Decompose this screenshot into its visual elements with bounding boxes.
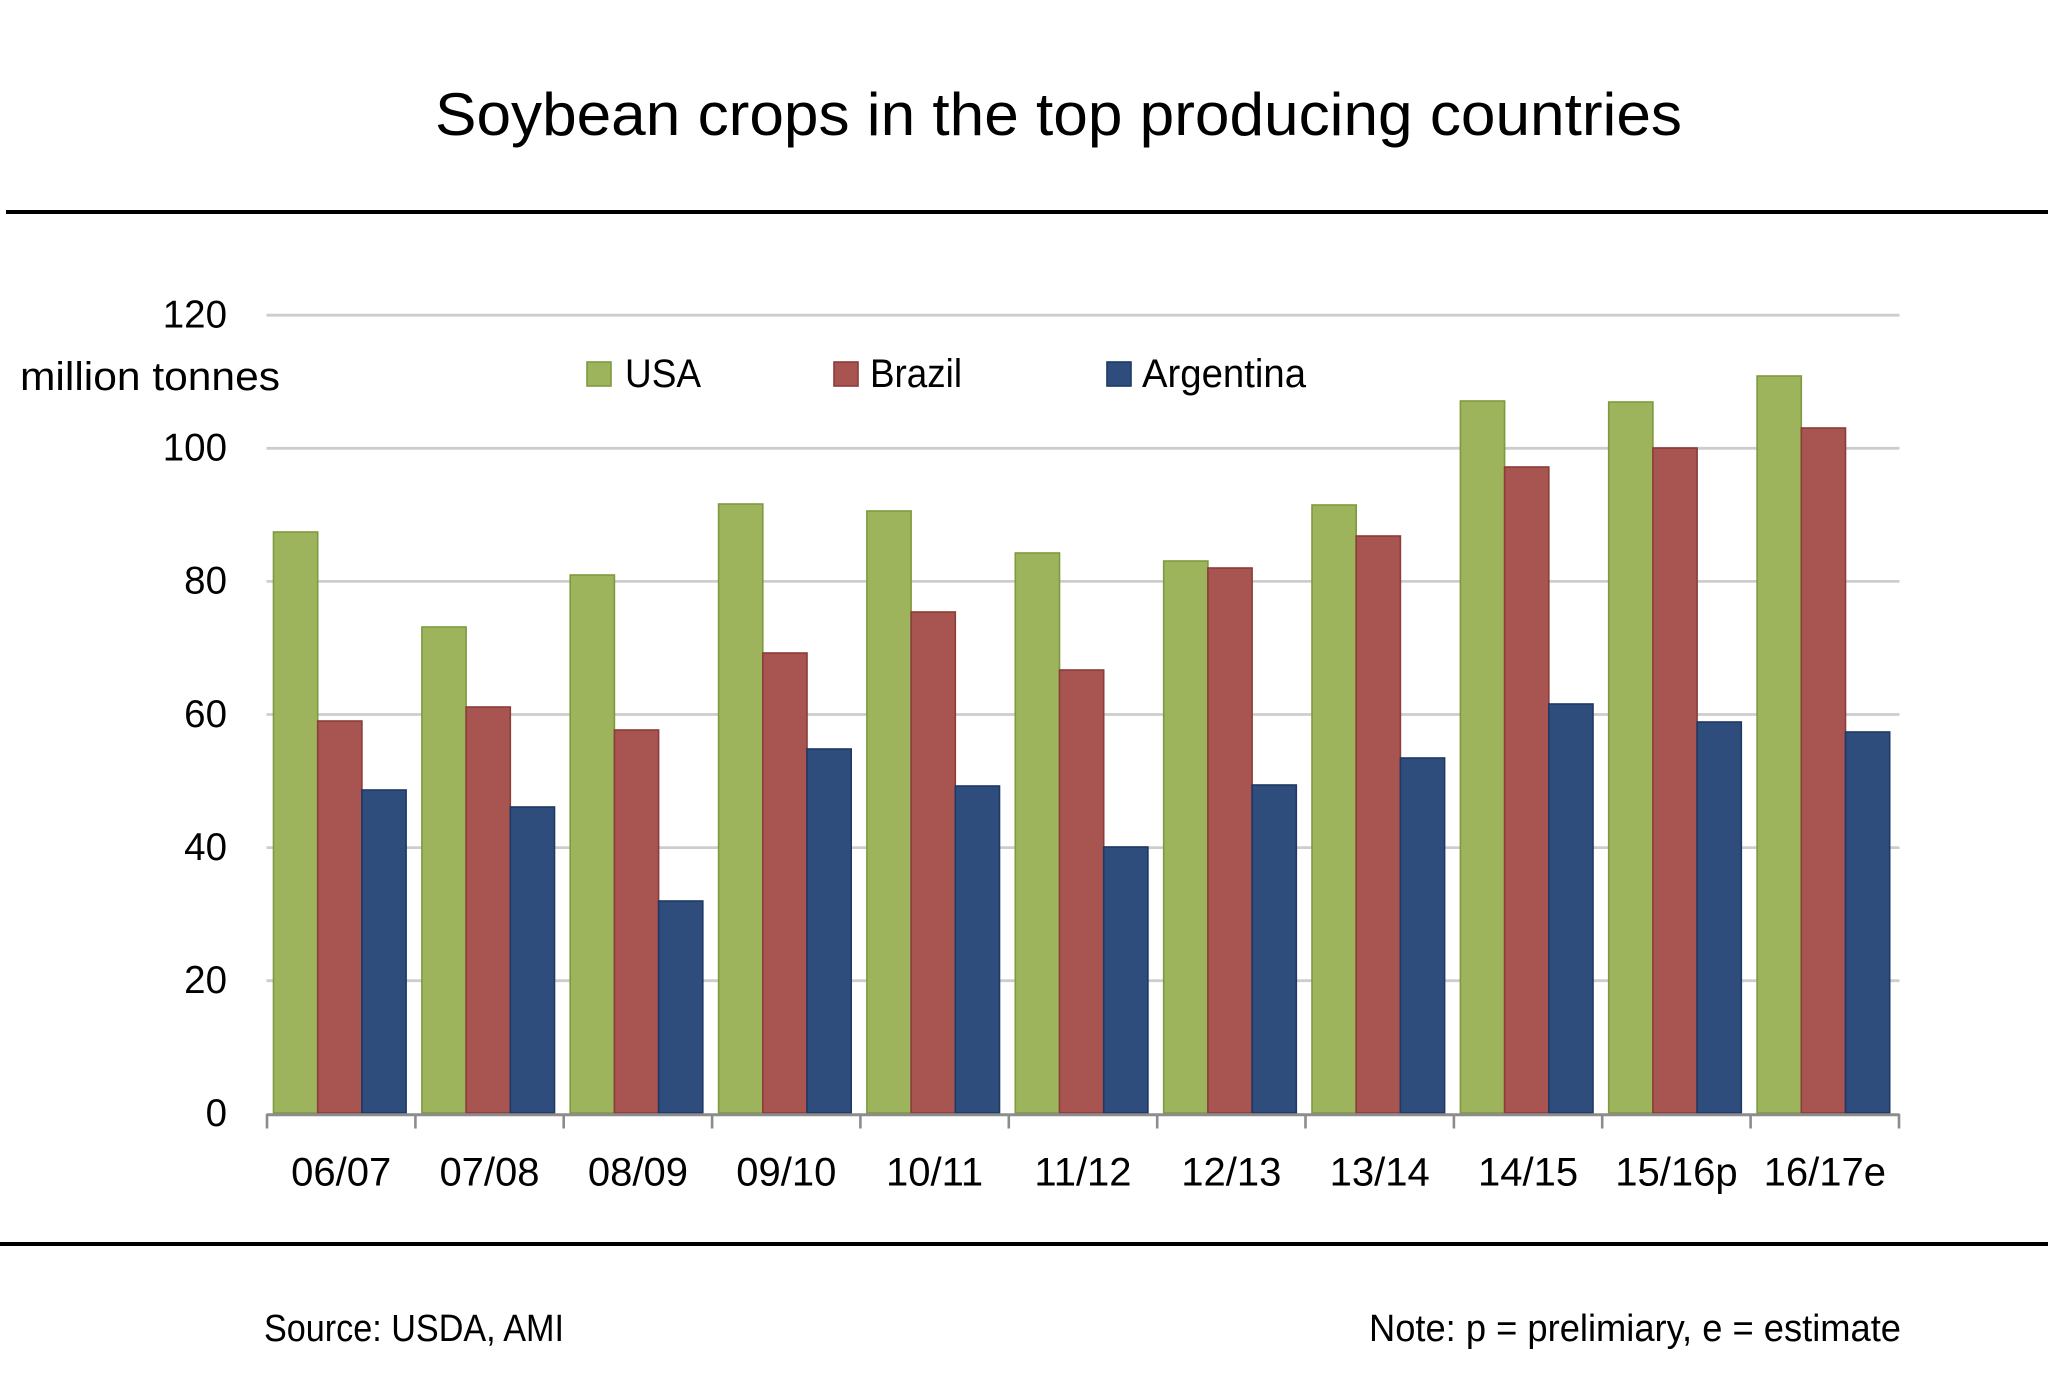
svg-text:15/16p: 15/16p	[1615, 1151, 1737, 1195]
svg-text:20: 20	[184, 959, 227, 1002]
svg-text:08/09: 08/09	[588, 1151, 688, 1195]
svg-text:14/15: 14/15	[1478, 1151, 1578, 1195]
svg-text:USA: USA	[625, 352, 701, 396]
svg-text:120: 120	[163, 294, 227, 337]
svg-text:80: 80	[184, 560, 227, 603]
svg-text:40: 40	[184, 826, 227, 869]
svg-text:13/14: 13/14	[1330, 1151, 1430, 1195]
svg-text:million tonnes: million tonnes	[20, 355, 280, 399]
svg-text:0: 0	[206, 1092, 227, 1135]
svg-text:16/17e: 16/17e	[1764, 1151, 1886, 1195]
svg-text:Argentina: Argentina	[1142, 352, 1307, 396]
svg-text:07/08: 07/08	[439, 1151, 539, 1195]
svg-text:60: 60	[184, 693, 227, 736]
svg-text:Note: p = prelimiary, e = esti: Note: p = prelimiary, e = estimate	[1369, 1308, 1901, 1350]
svg-text:Brazil: Brazil	[870, 352, 962, 396]
svg-text:10/11: 10/11	[886, 1151, 983, 1195]
svg-text:06/07: 06/07	[291, 1151, 391, 1195]
svg-text:Source: USDA, AMI: Source: USDA, AMI	[264, 1308, 564, 1350]
svg-text:12/13: 12/13	[1181, 1151, 1281, 1195]
svg-text:09/10: 09/10	[736, 1151, 836, 1195]
svg-text:100: 100	[163, 427, 227, 470]
svg-text:Soybean crops in the top produ: Soybean crops in the top producing count…	[435, 81, 1682, 148]
svg-text:11/12: 11/12	[1034, 1151, 1131, 1195]
